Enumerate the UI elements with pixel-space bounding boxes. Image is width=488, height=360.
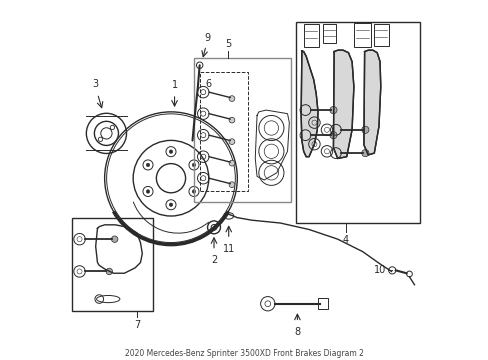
Text: 8: 8	[294, 327, 300, 337]
Circle shape	[192, 190, 195, 193]
Circle shape	[106, 268, 112, 275]
Text: 1: 1	[171, 80, 177, 90]
Bar	[373, 24, 388, 45]
Circle shape	[228, 117, 234, 123]
Polygon shape	[363, 50, 380, 155]
Text: 5: 5	[224, 39, 231, 49]
Text: 3: 3	[92, 79, 99, 89]
Circle shape	[228, 96, 234, 102]
Circle shape	[146, 190, 149, 193]
Polygon shape	[301, 51, 317, 157]
Bar	[296, 22, 419, 223]
Circle shape	[169, 203, 172, 207]
Polygon shape	[333, 50, 353, 158]
Circle shape	[228, 182, 234, 188]
Circle shape	[169, 150, 172, 153]
Text: 2020 Mercedes-Benz Sprinter 3500XD Front Brakes Diagram 2: 2020 Mercedes-Benz Sprinter 3500XD Front…	[125, 349, 363, 358]
Circle shape	[192, 163, 195, 167]
Bar	[72, 218, 153, 311]
Bar	[317, 298, 327, 309]
Circle shape	[228, 160, 234, 166]
Circle shape	[361, 126, 368, 134]
Text: 11: 11	[222, 244, 234, 254]
Bar	[303, 24, 318, 47]
Circle shape	[329, 107, 336, 114]
Bar	[199, 72, 247, 191]
Circle shape	[361, 149, 368, 157]
Text: 9: 9	[204, 33, 210, 42]
Circle shape	[146, 163, 149, 167]
Circle shape	[329, 132, 336, 139]
Text: 2: 2	[210, 255, 217, 265]
Bar	[194, 58, 290, 202]
Text: 7: 7	[134, 320, 140, 330]
Text: 6: 6	[204, 79, 211, 89]
Bar	[353, 23, 370, 47]
Circle shape	[228, 139, 234, 144]
Bar	[322, 24, 336, 43]
Text: 10: 10	[373, 265, 385, 275]
Circle shape	[111, 236, 118, 242]
Text: 4: 4	[342, 234, 348, 244]
